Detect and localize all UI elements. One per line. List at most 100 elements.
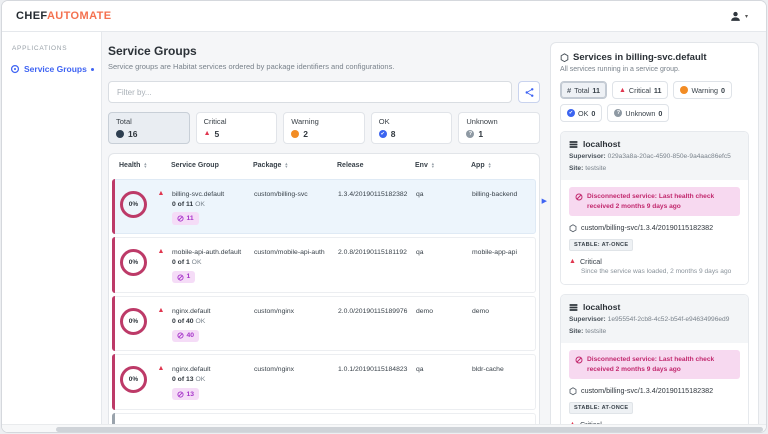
active-indicator-dot xyxy=(91,67,94,71)
disconnected-icon xyxy=(177,391,184,398)
panel-filter-pill[interactable]: # ▲ ✔ ? Critical 11 xyxy=(611,81,669,99)
disconnected-banner: Disconnected service: Last health check … xyxy=(569,350,740,380)
ok-check-icon: ✔ xyxy=(567,109,575,117)
host-name: localhost xyxy=(583,139,621,149)
disconnected-icon xyxy=(177,332,184,339)
panel-filter-pill[interactable]: # ▲ ✔ ? Warning 0 xyxy=(673,81,732,99)
service-card-header: localhost Supervisor: 029a3a8a-20ac-4590-… xyxy=(561,132,748,181)
package-cell: custom/billing-svc xyxy=(254,190,308,198)
service-groups-table: Health ▲ ▼ Service Group Package ▲ ▼ Relea… xyxy=(108,152,547,432)
services-panel: Services in billing-svc.default All serv… xyxy=(550,42,759,432)
disconnected-icon xyxy=(177,273,184,281)
ok-count: 0 of 1 xyxy=(172,259,190,267)
package-cell: custom/mobile-api-auth xyxy=(254,249,325,257)
panel-filter-pill[interactable]: # ▲ ✔ ? Unknown 0 xyxy=(607,104,670,122)
summary-card[interactable]: Total ▲ ✔ ? 16 xyxy=(108,112,190,144)
critical-triangle-icon: ▲ xyxy=(157,365,165,373)
release-cell: 2.0.0/20190115189976 xyxy=(338,307,408,315)
health-ring: 0% xyxy=(120,249,147,277)
share-button[interactable] xyxy=(518,81,540,103)
pill-value: 11 xyxy=(653,85,662,95)
critical-triangle-icon: ▲ xyxy=(157,306,165,314)
env-cell: qa xyxy=(416,366,424,374)
column-header-label: Release xyxy=(337,161,364,169)
critical-triangle-icon: ▲ xyxy=(569,257,576,265)
service-card: localhost Supervisor: 029a3a8a-20ac-4590-… xyxy=(560,131,749,286)
summary-card-label: OK xyxy=(378,117,390,126)
service-card-header: localhost Supervisor: 1e95554f-2cb8-4c52-… xyxy=(561,295,748,344)
disconnected-count-badge[interactable]: 11 xyxy=(172,212,199,225)
logo-chef: CHEF xyxy=(16,10,47,22)
selected-row-arrow-icon: ▶ xyxy=(541,197,547,205)
table-body: 0% ▲ ? billing-svc.default 0 of 11 OK 11… xyxy=(112,178,547,432)
env-cell: qa xyxy=(416,190,424,198)
habitat-hexagon-icon xyxy=(569,223,577,232)
horizontal-scrollbar-thumb[interactable] xyxy=(56,426,763,432)
env-cell: demo xyxy=(416,307,434,315)
critical-triangle-icon: ▲ xyxy=(203,130,211,137)
total-icon xyxy=(116,129,124,138)
panel-filter-pill[interactable]: # ▲ ✔ ? OK 0 xyxy=(560,104,603,122)
server-icon xyxy=(569,140,578,148)
app-cell: demo xyxy=(472,307,490,315)
service-group-name: nginx.default xyxy=(172,307,211,315)
sidebar-item-service-groups[interactable]: Service Groups xyxy=(2,61,101,77)
summary-card-value: 5 xyxy=(214,128,220,139)
sidebar: APPLICATIONS Service Groups xyxy=(2,32,102,432)
service-group-row[interactable]: 0% ▲ ? mobile-api-auth.default 0 of 1 OK… xyxy=(112,237,536,293)
service-group-name: mobile-api-auth.default xyxy=(172,249,242,257)
health-ring: 0% xyxy=(120,190,147,218)
column-header[interactable]: Health ▲ ▼ xyxy=(119,160,167,169)
disconnected-count-badge[interactable]: 1 xyxy=(172,270,196,284)
summary-card-label: Critical xyxy=(203,117,227,126)
disconnected-icon xyxy=(177,215,184,222)
pill-value: 0 xyxy=(720,85,725,95)
warning-icon xyxy=(291,129,300,138)
service-group-name: billing-svc.default xyxy=(172,190,225,198)
service-identifier: custom/billing-svc/1.3.4/20190115182382 xyxy=(569,386,740,396)
summary-card-value: 8 xyxy=(390,128,396,139)
horizontal-scrollbar xyxy=(2,424,766,432)
service-group-row[interactable]: 0% ▲ ? nginx.default 0 of 13 OK 13 custo… xyxy=(112,354,536,410)
service-group-row[interactable]: 0% ▲ ? billing-svc.default 0 of 11 OK 11… xyxy=(112,178,547,235)
health-ring: 0% xyxy=(120,307,147,335)
sort-icon: ▲ ▼ xyxy=(284,160,289,169)
app-cell: bldr-cache xyxy=(472,366,504,374)
host-name: localhost xyxy=(583,302,621,313)
pill-value: 11 xyxy=(592,85,600,95)
disconnected-count-badge[interactable]: 13 xyxy=(172,388,200,401)
service-status-note: Since the service was loaded, 2 months 9… xyxy=(581,268,732,276)
pill-label: OK xyxy=(578,108,589,118)
column-header[interactable]: Release xyxy=(337,162,411,169)
service-group-row[interactable]: 0% ▲ ? nginx.default 0 of 40 OK 40 custo… xyxy=(112,295,536,352)
summary-card[interactable]: OK ▲ ✔ ? 8 xyxy=(370,112,453,144)
unknown-icon: ? xyxy=(614,109,623,117)
column-header-label: App xyxy=(471,161,485,169)
user-menu[interactable]: ▾ xyxy=(729,10,748,23)
logo-automate: AUTOMATE xyxy=(46,10,112,22)
panel-filter-pill[interactable]: # ▲ ✔ ? Total 11 xyxy=(560,81,607,99)
sort-icon: ▲ ▼ xyxy=(487,160,492,169)
supervisor-label: Supervisor: xyxy=(569,315,606,323)
table-header: Health ▲ ▼ Service Group Package ▲ ▼ Relea… xyxy=(112,154,536,176)
ok-count: 0 of 13 xyxy=(172,376,194,384)
summary-card[interactable]: Unknown ▲ ✔ ? 1 xyxy=(458,112,540,144)
summary-card[interactable]: Warning ▲ ✔ ? 2 xyxy=(283,112,365,144)
sort-icon: ▲ ▼ xyxy=(143,160,148,169)
column-header[interactable]: Service Group xyxy=(171,162,249,169)
filter-input[interactable] xyxy=(108,81,512,103)
column-header[interactable]: Env ▲ ▼ xyxy=(415,161,467,169)
column-header[interactable]: Package ▲ ▼ xyxy=(253,160,333,169)
pill-label: Critical xyxy=(628,85,651,95)
disconnected-icon xyxy=(575,356,583,364)
chef-automate-logo[interactable]: CHEFAUTOMATE xyxy=(16,10,111,22)
site-label: Site: xyxy=(569,164,584,172)
column-header-label: Env xyxy=(415,161,428,169)
top-navbar: CHEFAUTOMATE ▾ xyxy=(2,1,766,32)
disconnected-count-badge[interactable]: 40 xyxy=(172,329,200,342)
column-header[interactable]: App ▲ ▼ xyxy=(471,160,529,169)
release-cell: 1.3.4/20190115182382 xyxy=(338,190,408,198)
summary-card[interactable]: Critical ▲ ✔ ? 5 xyxy=(195,112,278,144)
service-groups-page: Service Groups Service groups are Habita… xyxy=(102,32,548,432)
